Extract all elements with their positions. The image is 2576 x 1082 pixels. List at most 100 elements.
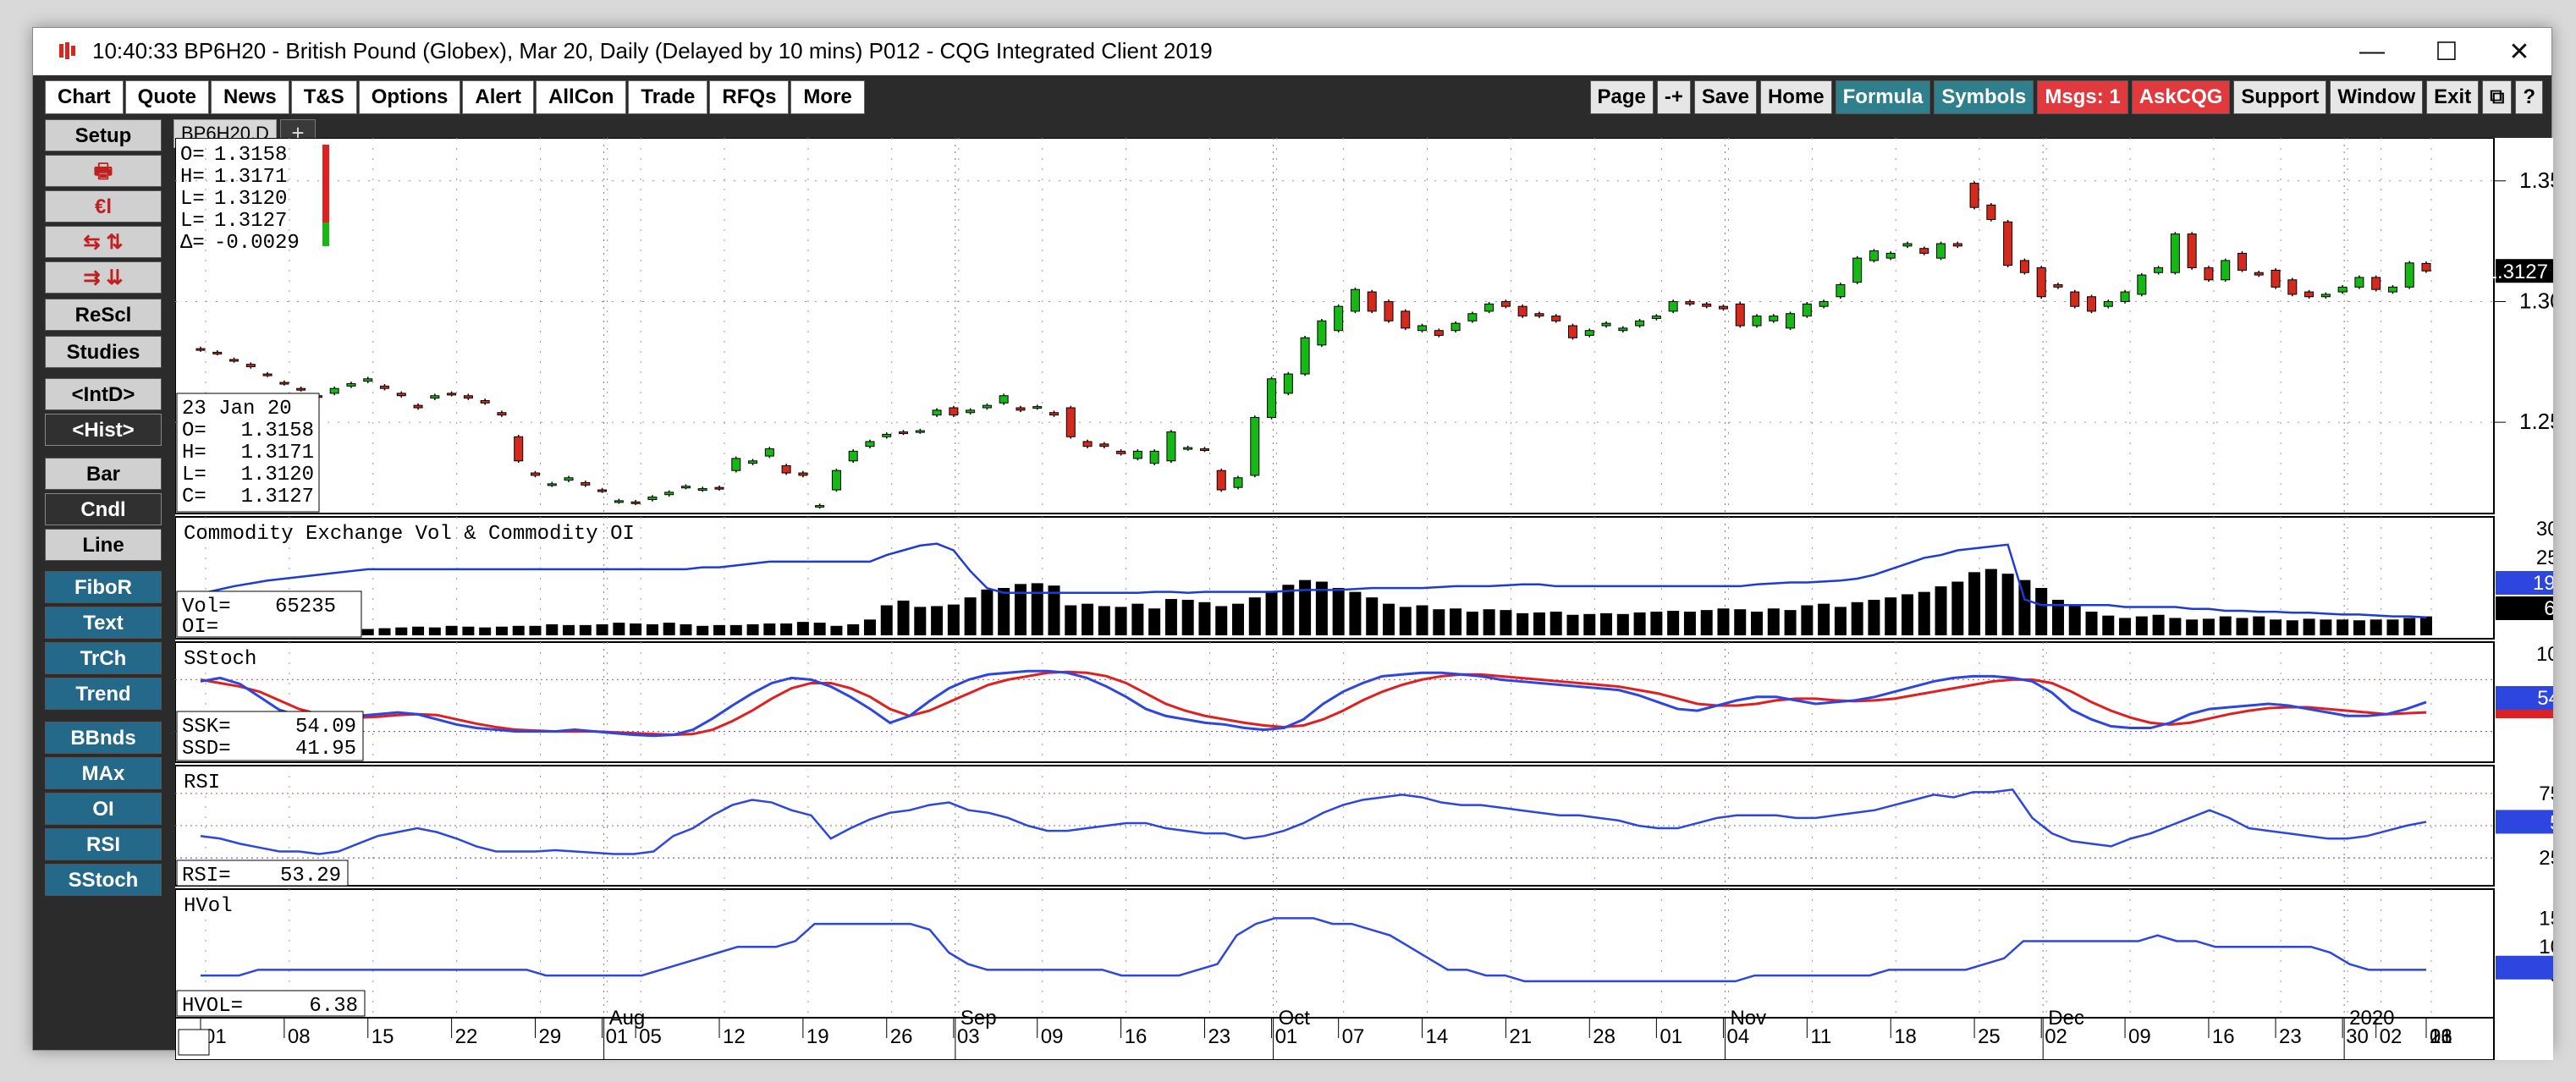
last-price-label: 1.3127 xyxy=(2486,261,2548,283)
menu-more[interactable]: More xyxy=(790,80,865,114)
maximize-button[interactable]: ☐ xyxy=(2435,37,2458,66)
volume-bar xyxy=(1767,608,1780,635)
candle-120 xyxy=(2204,267,2214,281)
close-button[interactable]: ✕ xyxy=(2508,37,2530,66)
toolbar-save-button[interactable]: Save xyxy=(1693,80,1757,114)
application-window: 10:40:33 BP6H20 - British Pound (Globex)… xyxy=(32,27,2553,1060)
candle-36 xyxy=(798,472,808,476)
candle-126 xyxy=(2304,291,2315,298)
bar-button[interactable]: Bar xyxy=(45,458,162,490)
ssd-line xyxy=(200,670,2427,737)
cursor-value: 1.3127 xyxy=(241,486,314,508)
menu-alert[interactable]: Alert xyxy=(462,80,535,114)
candle-8 xyxy=(329,387,339,394)
trend-button[interactable]: Trend xyxy=(45,678,162,710)
volume-bar xyxy=(1265,591,1278,635)
toolbar-symbols-button[interactable]: Symbols xyxy=(1934,80,2034,114)
x-month-label: Sep xyxy=(960,1007,997,1030)
intd-button[interactable]: <IntD> xyxy=(45,378,162,410)
text-button[interactable]: Text xyxy=(45,607,162,639)
candle-110 xyxy=(2036,267,2046,298)
hist-button[interactable]: <Hist> xyxy=(45,414,162,446)
toolbar-btn-button[interactable]: ⧉ xyxy=(2482,80,2513,114)
volume-bar xyxy=(2186,619,2199,635)
x-tick-label: 01 xyxy=(606,1025,629,1048)
line-button[interactable]: Line xyxy=(45,529,162,561)
toolbar-askcqg-button[interactable]: AskCQG xyxy=(2131,80,2231,114)
cndl-button[interactable]: Cndl xyxy=(45,493,162,525)
volume-bar xyxy=(1433,609,1445,635)
volume-bar xyxy=(1164,599,1177,635)
candle-131 xyxy=(2387,286,2397,293)
x-tick-label: 15 xyxy=(372,1025,394,1048)
toolbar-formula-button[interactable]: Formula xyxy=(1835,80,1931,114)
ohlc-value: 1.3158 xyxy=(214,144,287,167)
volume-bar xyxy=(445,625,458,635)
candle-56 xyxy=(1132,450,1142,459)
price-chart[interactable]: 01 08 15 22 29 01 05 12 19 26 03 09 16 23 01 07 14 21 28 01… xyxy=(175,138,2553,1060)
panel-border-vol xyxy=(175,516,2495,640)
vol-last-label: 65235 xyxy=(2544,597,2553,620)
volume-bar xyxy=(395,627,408,635)
candle-60 xyxy=(1199,448,1209,452)
x-tick-label: 16 xyxy=(2212,1025,2235,1048)
rescl-button[interactable]: ReScl xyxy=(45,299,162,331)
volume-bar xyxy=(1734,609,1747,635)
toolbar-msgs-1-button[interactable]: Msgs: 1 xyxy=(2037,80,2128,114)
x-tick-label: 01 xyxy=(1275,1025,1298,1048)
menu-trade[interactable]: Trade xyxy=(628,80,708,114)
menu-t-s[interactable]: T&S xyxy=(290,80,357,114)
menu-news[interactable]: News xyxy=(211,80,289,114)
cursor-info-box xyxy=(176,393,320,513)
candle-58 xyxy=(1166,431,1176,462)
volume-bar xyxy=(1633,612,1646,635)
setup-button[interactable]: Setup xyxy=(45,119,162,151)
oi-label: OI= xyxy=(182,616,218,639)
zoom-arrows-button[interactable]: ⇉ ⇊ xyxy=(45,261,162,294)
fibor-button[interactable]: FiboR xyxy=(45,571,162,603)
chart-background xyxy=(175,138,2553,1060)
studies-button[interactable]: Studies xyxy=(45,336,162,368)
trch-button[interactable]: TrCh xyxy=(45,642,162,674)
volume-bar xyxy=(2051,600,2064,635)
cursor-label: H= xyxy=(182,442,206,464)
menu-rfqs[interactable]: RFQs xyxy=(709,80,790,114)
rsi-tick-label: 25 xyxy=(2539,847,2553,870)
menu-allcon[interactable]: AllCon xyxy=(536,80,627,114)
toolbar-window-button[interactable]: Window xyxy=(2330,80,2424,114)
candle-114 xyxy=(2103,300,2113,307)
rsi-button[interactable]: RSI xyxy=(45,828,162,860)
volume-bar xyxy=(1801,605,1814,635)
toolbar-exit-button[interactable]: Exit xyxy=(2426,80,2480,114)
print-button[interactable]: 🖶 xyxy=(45,155,162,187)
menu-quote[interactable]: Quote xyxy=(124,80,209,114)
title-bar[interactable]: 10:40:33 BP6H20 - British Pound (Globex)… xyxy=(33,28,2551,75)
menu-options[interactable]: Options xyxy=(358,80,461,114)
sstoch-button[interactable]: SStoch xyxy=(45,864,162,896)
volume-bar xyxy=(1516,612,1529,635)
currency-button[interactable]: €l xyxy=(45,190,162,222)
menu-chart[interactable]: Chart xyxy=(45,80,124,114)
toolbar-btn-button[interactable]: ? xyxy=(2515,80,2543,114)
toolbar-support-button[interactable]: Support xyxy=(2233,80,2327,114)
max-button[interactable]: MAx xyxy=(45,757,162,789)
ohlc-value: 1.3120 xyxy=(214,188,287,211)
candle-90 xyxy=(1702,303,1712,307)
ssk-last-marker xyxy=(2496,686,2553,710)
scroll-arrows-button[interactable]: ⇆ ⇅ xyxy=(45,226,162,258)
toolbar-page-button[interactable]: Page xyxy=(1589,80,1654,114)
oi-button[interactable]: OI xyxy=(45,793,162,825)
volume-bar xyxy=(713,624,726,635)
toolbar-btn-button[interactable]: -+ xyxy=(1656,80,1691,114)
candle-132 xyxy=(2404,262,2414,288)
candle-11 xyxy=(380,385,390,389)
candle-89 xyxy=(1685,300,1695,305)
chart-area[interactable]: 01 08 15 22 29 01 05 12 19 26 03 09 16 23 01 07 14 21 28 01… xyxy=(175,138,2553,1082)
bbnds-button[interactable]: BBnds xyxy=(45,722,162,754)
minimize-button[interactable]: — xyxy=(2359,37,2385,65)
volume-bar xyxy=(1332,588,1345,635)
cursor-value: 1.3120 xyxy=(241,464,314,486)
toolbar-home-button[interactable]: Home xyxy=(1759,80,1832,114)
candle-25 xyxy=(614,500,624,503)
volume-bar xyxy=(2420,616,2432,635)
